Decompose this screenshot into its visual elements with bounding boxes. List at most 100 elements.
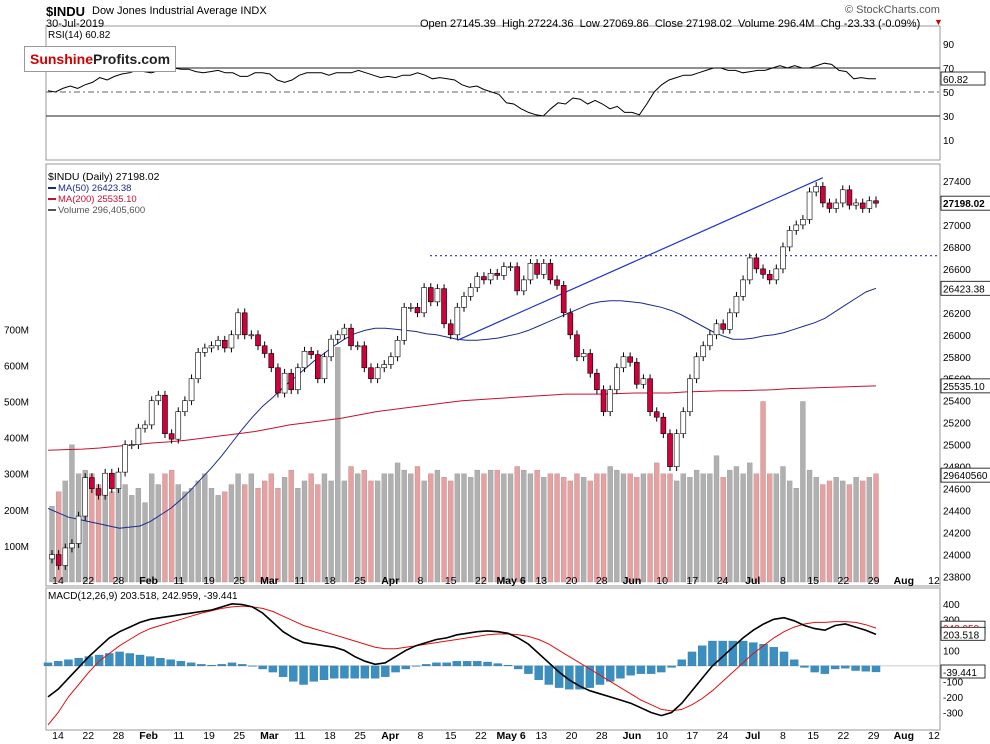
macd-histogram-bar bbox=[238, 664, 247, 667]
price-title: $INDU (Daily) 27198.02 bbox=[48, 171, 160, 183]
ma200-value-box-label: 25535.10 bbox=[943, 382, 985, 393]
candle-down bbox=[760, 268, 766, 275]
rsi-panel bbox=[45, 25, 941, 161]
ma50-line bbox=[47, 287, 877, 529]
volume-bar bbox=[414, 466, 421, 583]
candle-up bbox=[793, 224, 800, 231]
candle-up bbox=[540, 263, 547, 275]
volume-bar bbox=[182, 491, 188, 583]
volume-bar bbox=[547, 473, 554, 583]
x-tick-label: Mar bbox=[260, 575, 279, 587]
macd-histogram-bar bbox=[728, 640, 738, 667]
brand-logo: Sunshine Profits.com bbox=[24, 46, 176, 72]
volume-bar bbox=[527, 473, 534, 583]
volume-bar bbox=[800, 401, 806, 583]
price-tick-label: 24000 bbox=[943, 551, 971, 562]
x-tick-label: 11 bbox=[294, 575, 305, 587]
candle-up bbox=[607, 389, 613, 413]
volume-bar bbox=[494, 469, 500, 583]
x-tick-label: Feb bbox=[139, 575, 158, 587]
candle-down bbox=[361, 345, 368, 369]
volume-bar bbox=[461, 473, 467, 583]
price-tick-label: 24600 bbox=[943, 485, 971, 496]
volume-bar bbox=[421, 480, 427, 583]
candle-up bbox=[215, 339, 221, 347]
candle-down bbox=[494, 272, 501, 276]
x-tick-label-macd: Feb bbox=[139, 730, 158, 742]
macd-line bbox=[47, 602, 877, 717]
candle-up bbox=[188, 378, 195, 402]
macd-histogram-bar bbox=[422, 664, 431, 667]
x-tick-label: Jun bbox=[623, 575, 642, 587]
macd-value-label: 203.518 bbox=[943, 630, 980, 641]
macd-histogram-bar bbox=[207, 664, 216, 667]
macd-value-box bbox=[940, 664, 986, 679]
volume-bar bbox=[222, 491, 228, 583]
candle-up bbox=[773, 268, 780, 281]
volume-bar bbox=[740, 473, 746, 583]
x-tick-label-macd: Aug bbox=[894, 730, 914, 742]
close-value-box-label: 27198.02 bbox=[943, 199, 985, 210]
x-tick-label-macd: 15 bbox=[445, 730, 457, 742]
price-tick-label: 24200 bbox=[943, 529, 971, 540]
x-tick-label: 10 bbox=[656, 575, 668, 587]
x-tick-label-macd: 11 bbox=[294, 730, 305, 742]
candle-up bbox=[434, 288, 441, 303]
volume-bar bbox=[255, 487, 261, 583]
x-tick-label: 22 bbox=[82, 575, 94, 587]
macd-histogram-bar bbox=[524, 665, 533, 674]
rsi-tick-label: 70 bbox=[943, 64, 955, 75]
volume-bar bbox=[561, 477, 567, 583]
x-tick-label: 17 bbox=[687, 575, 699, 587]
macd-histogram-bar bbox=[851, 665, 860, 671]
candle-up bbox=[49, 554, 55, 560]
trendline bbox=[457, 177, 824, 341]
candle-down bbox=[554, 279, 560, 286]
exchange-label: INDX bbox=[240, 5, 267, 17]
macd-histogram-bar bbox=[340, 665, 349, 679]
candle-down bbox=[481, 276, 487, 281]
quote-line: Open 27145.39 High 27224.36 Low 27069.86… bbox=[420, 18, 921, 30]
volume-bar bbox=[627, 473, 633, 583]
volume-bar bbox=[115, 487, 122, 583]
volume-bar bbox=[208, 487, 215, 583]
volume-bar bbox=[680, 473, 686, 583]
volume-bar bbox=[321, 473, 328, 583]
candle-down bbox=[427, 287, 434, 303]
volume-bar bbox=[195, 480, 201, 583]
macd-histogram-bar bbox=[319, 665, 329, 681]
macd-histogram-bar bbox=[432, 662, 441, 667]
price-tick-label: 26200 bbox=[943, 309, 971, 320]
candle-up bbox=[521, 279, 527, 292]
volume-bar bbox=[149, 473, 155, 583]
ma200-value-box bbox=[940, 378, 990, 394]
volume-bar bbox=[388, 473, 394, 583]
macd-histogram-bar bbox=[810, 665, 819, 673]
x-tick-label: 28 bbox=[596, 575, 608, 587]
candle-up bbox=[421, 287, 427, 314]
volume-bar bbox=[780, 466, 786, 583]
chevron-down-icon[interactable]: ▼ bbox=[934, 17, 943, 27]
candle-up bbox=[75, 515, 82, 544]
rsi-line bbox=[47, 62, 876, 117]
volume-bar bbox=[607, 466, 613, 583]
price-tick-label: 23800 bbox=[943, 573, 971, 584]
volume-bar bbox=[109, 491, 115, 583]
volume-bar bbox=[654, 462, 660, 583]
candle-up bbox=[122, 444, 128, 473]
macd-histogram-bar bbox=[370, 665, 380, 679]
candle-up bbox=[148, 400, 155, 426]
rsi-value-label: 60.82 bbox=[943, 75, 968, 86]
candle-down bbox=[255, 334, 261, 347]
candle-up bbox=[620, 356, 627, 369]
volume-bar bbox=[660, 473, 666, 583]
macd-histogram-bar bbox=[258, 665, 267, 670]
volume-bar bbox=[122, 484, 128, 583]
volume-bar bbox=[574, 473, 580, 583]
macd-histogram-bar bbox=[779, 651, 789, 667]
volume-bar bbox=[647, 473, 653, 583]
volume-bar bbox=[242, 484, 248, 583]
candle-up bbox=[727, 312, 733, 330]
candle-up bbox=[461, 296, 467, 308]
